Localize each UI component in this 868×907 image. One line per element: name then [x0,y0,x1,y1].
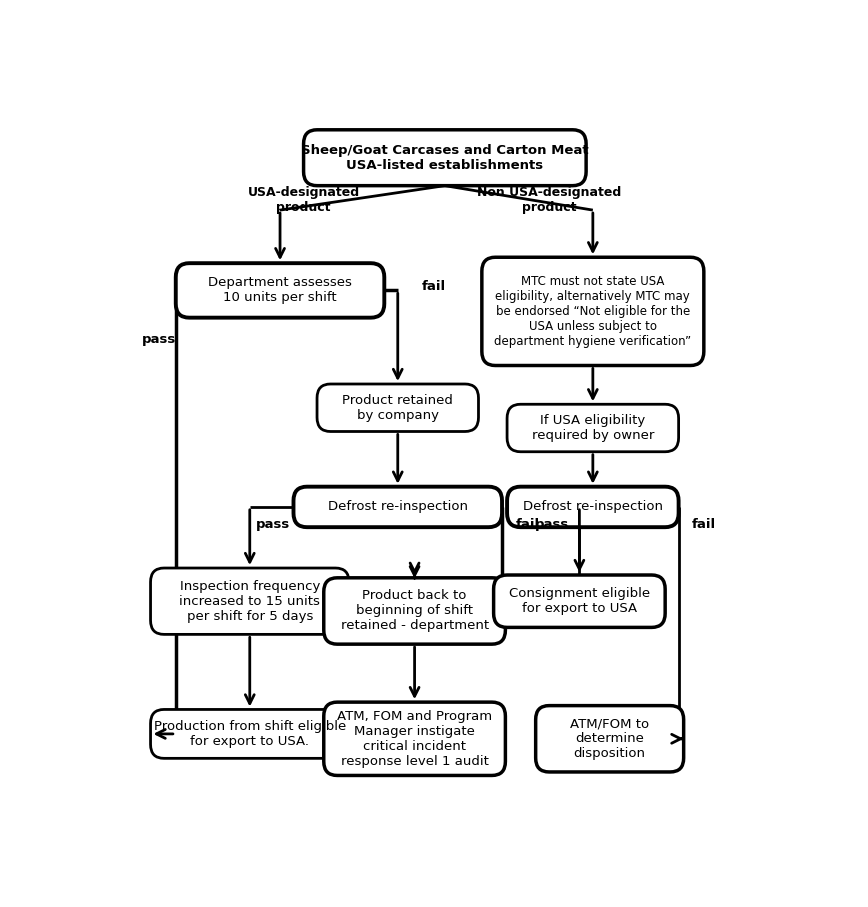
FancyBboxPatch shape [150,709,349,758]
FancyBboxPatch shape [494,575,665,628]
FancyBboxPatch shape [507,487,679,527]
Text: Inspection frequency
increased to 15 units
per shift for 5 days: Inspection frequency increased to 15 uni… [180,580,320,623]
Text: Department assesses
10 units per shift: Department assesses 10 units per shift [208,277,352,305]
Text: Defrost re-inspection: Defrost re-inspection [523,501,663,513]
Text: Consignment eligible
for export to USA: Consignment eligible for export to USA [509,587,650,615]
FancyBboxPatch shape [482,258,704,366]
FancyBboxPatch shape [293,487,502,527]
FancyBboxPatch shape [536,706,684,772]
FancyBboxPatch shape [324,578,505,644]
Text: MTC must not state USA
eligibility, alternatively MTC may
be endorsed “Not eligi: MTC must not state USA eligibility, alte… [494,275,692,348]
FancyBboxPatch shape [317,384,478,432]
Text: ATM, FOM and Program
Manager instigate
critical incident
response level 1 audit: ATM, FOM and Program Manager instigate c… [337,710,492,768]
FancyBboxPatch shape [150,568,349,634]
Text: fail: fail [692,518,716,531]
Text: Non USA-designated
product: Non USA-designated product [477,186,621,214]
Text: pass: pass [256,518,291,531]
Text: pass: pass [536,518,569,531]
Text: Product retained
by company: Product retained by company [342,394,453,422]
Text: Production from shift eligible
for export to USA.: Production from shift eligible for expor… [154,720,345,748]
Text: fail: fail [421,280,445,294]
Text: If USA eligibility
required by owner: If USA eligibility required by owner [532,414,654,442]
FancyBboxPatch shape [304,130,586,186]
FancyBboxPatch shape [324,702,505,775]
FancyBboxPatch shape [175,263,385,317]
Text: Sheep/Goat Carcases and Carton Meat
USA-listed establishments: Sheep/Goat Carcases and Carton Meat USA-… [301,143,589,171]
Text: fail: fail [516,518,540,531]
Text: USA-designated
product: USA-designated product [247,186,359,214]
Text: Defrost re-inspection: Defrost re-inspection [328,501,468,513]
FancyBboxPatch shape [507,405,679,452]
Text: pass: pass [141,333,176,346]
Text: Product back to
beginning of shift
retained - department: Product back to beginning of shift retai… [340,590,489,632]
Text: ATM/FOM to
determine
disposition: ATM/FOM to determine disposition [570,717,649,760]
